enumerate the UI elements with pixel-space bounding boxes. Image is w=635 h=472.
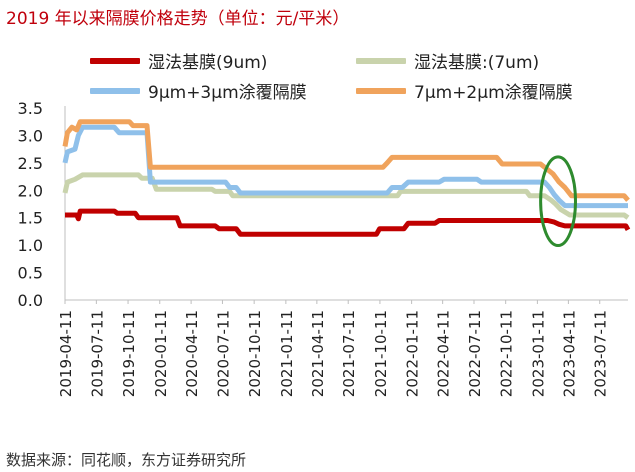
series-line-3 [62,124,628,209]
x-tick-label: 2022-04-11 [435,310,453,397]
legend-item-coat-9-3: 9μm+3μm涂覆隔膜 [90,78,307,103]
y-tick-label: 3.5 [18,99,43,118]
x-tick-label: 2020-04-11 [183,310,201,397]
legend-label-dry-7um: 湿法基膜:(7um) [414,53,540,73]
legend-label-coat-9-3: 9μm+3μm涂覆隔膜 [148,83,307,103]
y-tick-label: 2.5 [18,154,43,173]
source-note: 数据来源：同花顺，东方证券研究所 [6,451,247,469]
x-tick-label: 2021-10-11 [372,310,390,397]
legend-item-wet-9um: 湿法基膜(9um) [90,48,267,73]
x-tick-label: 2022-07-11 [466,310,484,397]
x-tick-label: 2021-07-11 [340,310,358,397]
x-tick-label: 2022-01-11 [404,310,422,397]
x-tick-label: 2021-01-11 [278,310,296,397]
x-tick-label: 2023-01-11 [529,310,547,397]
y-tick-label: 1.5 [18,209,43,228]
legend-swatch-dry-7um [356,57,406,64]
x-tick-label: 2021-04-11 [309,310,327,397]
x-tick-label: 2020-10-11 [246,310,264,397]
x-tick-label: 2020-01-11 [152,310,170,397]
x-tick-label: 2020-07-11 [214,310,232,397]
y-tick-label: 2.0 [18,181,43,200]
legend-swatch-coat-9-3 [90,87,140,94]
y-tick-label: 0.0 [18,291,43,310]
series-line-1 [65,208,631,237]
y-tick-label: 1.0 [18,236,43,255]
x-tick-label: 2023-04-11 [560,310,578,397]
x-tick-label: 2019-07-11 [88,310,106,397]
x-tick-label: 2019-04-11 [57,310,75,397]
x-tick-label: 2019-10-11 [120,310,138,397]
series-line-4 [62,119,630,202]
legend-label-coat-7-2: 7μm+2μm涂覆隔膜 [414,83,573,103]
y-tick-label: 0.5 [18,264,43,283]
highlight-ellipse [539,155,577,247]
x-tick-label: 2022-10-11 [498,310,516,397]
y-tick-label: 3.0 [18,126,43,145]
chart-title: 2019 年以来隔膜价格走势（单位：元/平米） [6,9,350,29]
legend-swatch-coat-7-2 [356,87,406,94]
x-tick-label: 2023-07-11 [592,310,610,397]
legend-item-coat-7-2: 7μm+2μm涂覆隔膜 [356,78,573,103]
legend-label-wet-9um: 湿法基膜(9um) [148,53,268,73]
legend-item-dry-7um: 湿法基膜:(7um) [356,48,539,73]
legend: 湿法基膜(9um) 湿法基膜:(7um) 9μm+3μm涂覆隔膜 7μm+2μm… [0,46,635,106]
legend-swatch-wet-9um [90,57,140,64]
series-line-2 [62,172,630,220]
